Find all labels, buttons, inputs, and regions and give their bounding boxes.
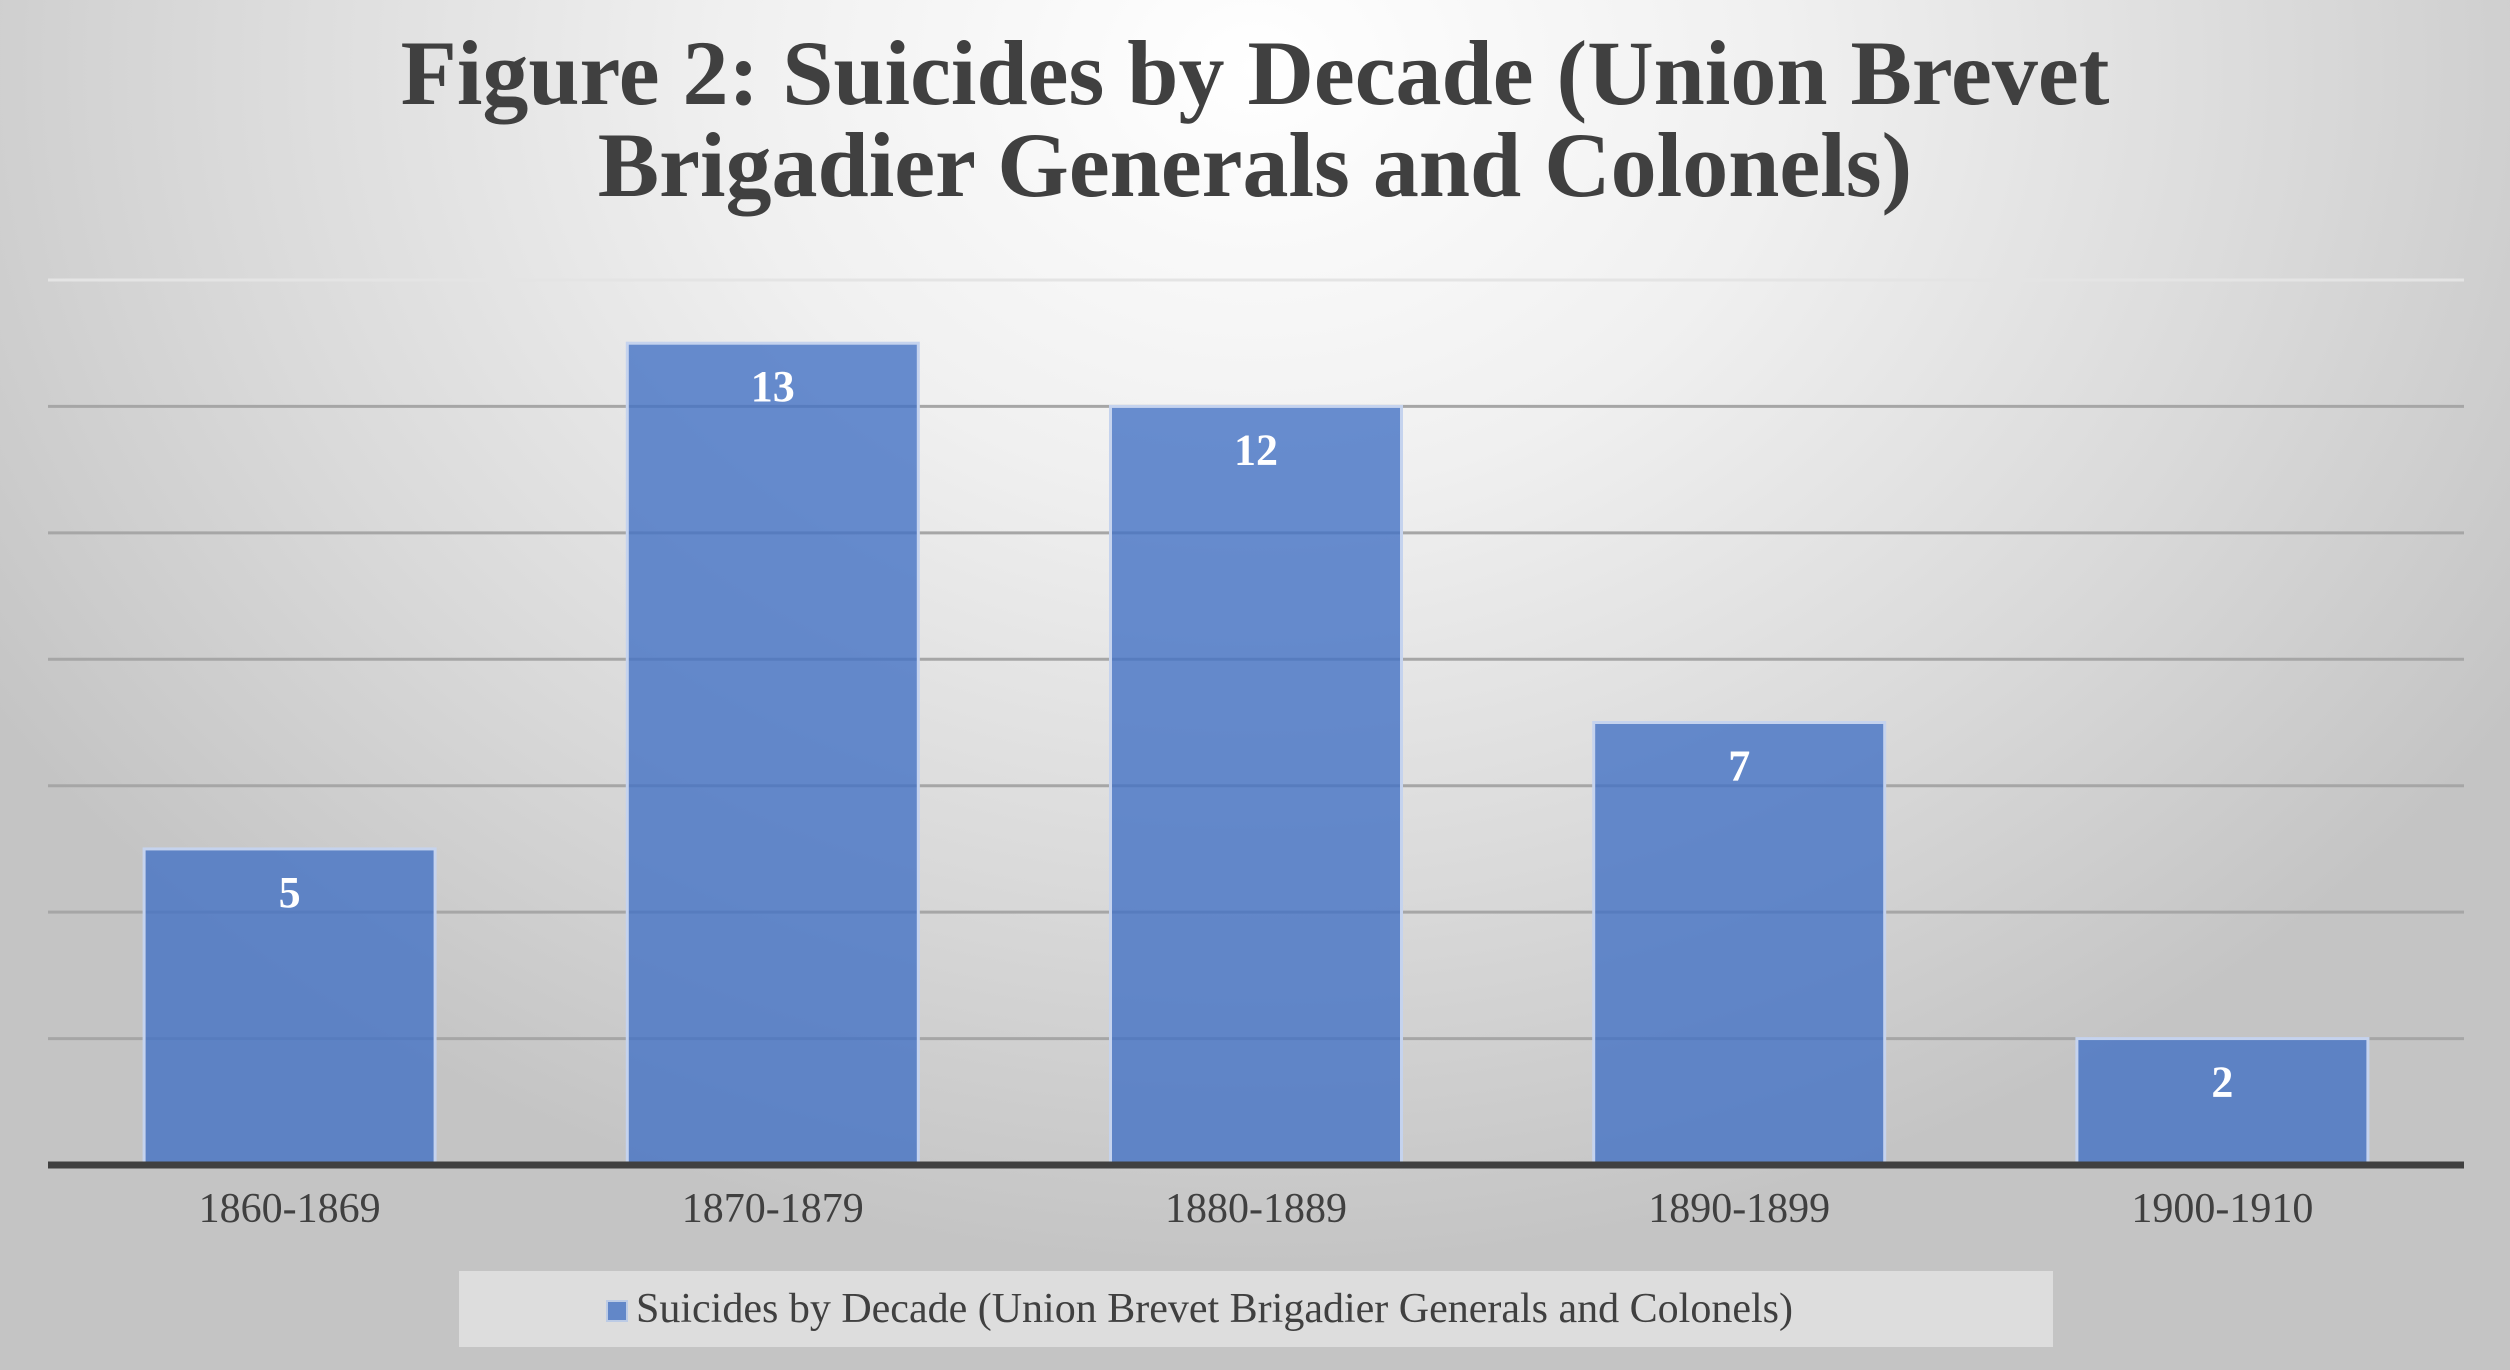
data-label: 13 — [751, 362, 795, 411]
legend-swatch — [606, 1300, 628, 1322]
x-tick-label: 1860-1869 — [199, 1186, 381, 1232]
legend-box — [459, 1271, 2053, 1347]
x-tick-label: 1890-1899 — [1648, 1186, 1830, 1232]
bar-1880-1889 — [1109, 404, 1403, 1167]
chart-title-line-1: Figure 2: Suicides by Decade (Union Brev… — [401, 22, 2110, 124]
data-label: 2 — [2211, 1058, 2233, 1107]
bar-1870-1879 — [625, 341, 920, 1167]
legend-label: Suicides by Decade (Union Brevet Brigadi… — [636, 1286, 1793, 1332]
legend: Suicides by Decade (Union Brevet Brigadi… — [459, 1271, 2053, 1347]
bar-1890-1899 — [1592, 721, 1887, 1167]
data-label: 5 — [279, 868, 301, 917]
data-label: 12 — [1234, 425, 1278, 474]
x-tick-label: 1870-1879 — [682, 1186, 864, 1232]
bars: 5 13 12 7 2 — [142, 341, 2370, 1167]
x-tick-label: 1900-1910 — [2131, 1186, 2313, 1232]
bar-1900-1910 — [2075, 1037, 2370, 1167]
data-label: 7 — [1728, 742, 1750, 791]
chart-title-line-2: Brigadier Generals and Colonels) — [598, 114, 1912, 216]
x-tick-label: 1880-1889 — [1165, 1186, 1347, 1232]
x-tick-labels: 1860-1869 1870-1879 1880-1889 1890-1899 1900… — [199, 1186, 2314, 1232]
